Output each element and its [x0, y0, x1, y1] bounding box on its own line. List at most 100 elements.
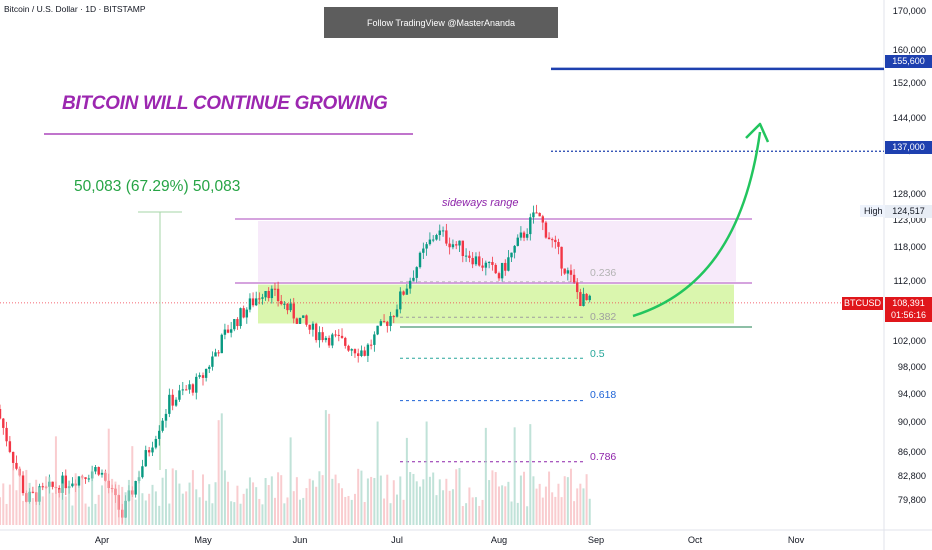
candle-body [435, 235, 438, 240]
candle-body [84, 477, 87, 479]
fib-label-0382: 0.382 [590, 311, 617, 323]
candle-body [151, 447, 154, 453]
symbol-title: Bitcoin / U.S. Dollar · 1D · BITSTAMP [4, 4, 146, 14]
volume-bar [22, 500, 25, 525]
candle-body [344, 337, 347, 346]
volume-bar [386, 474, 389, 525]
candle-body [572, 274, 576, 283]
candle-body [535, 212, 538, 214]
candle-body [585, 293, 588, 301]
volume-bar [308, 478, 311, 525]
volume-bar [168, 503, 171, 525]
candle-body [353, 349, 357, 354]
volume-bar [77, 487, 80, 525]
candle-body [550, 239, 554, 241]
volume-bar [579, 483, 582, 525]
volume-bar [134, 499, 137, 525]
volume-bar [344, 496, 347, 525]
volume-bar [214, 482, 217, 525]
candle-body [327, 337, 331, 346]
volume-bar [481, 499, 484, 525]
candle-body [77, 476, 81, 486]
candle-body [184, 389, 188, 391]
volume-bar [504, 486, 507, 525]
ath-badge: 124,517 [885, 205, 932, 218]
x-tick-sep: Sep [587, 535, 605, 545]
candle-body [554, 239, 557, 243]
volume-bar [208, 484, 211, 525]
volume-bar [28, 482, 31, 525]
volume-bar [255, 487, 258, 525]
candle-body [497, 273, 501, 279]
volume-bar [445, 478, 448, 525]
candle-body [181, 389, 184, 391]
measure-label: 50,083 (67.29%) 50,083 [74, 178, 241, 195]
candle-body [386, 321, 389, 326]
volume-bar [419, 486, 422, 525]
last-price-badge: 108,391 [885, 297, 932, 310]
volume-bar [94, 503, 97, 525]
volume-bar [217, 420, 220, 525]
volume-bar [289, 437, 292, 525]
candle-body [242, 308, 245, 318]
candle-body [547, 237, 551, 240]
candle-body [311, 323, 315, 330]
volume-bar [402, 499, 405, 525]
volume-bar [2, 483, 5, 525]
volume-bar [61, 483, 64, 525]
volume-bar [415, 481, 418, 525]
volume-bar [97, 494, 100, 525]
candle-body [251, 298, 255, 306]
candle-body [347, 345, 350, 351]
candle-body [168, 394, 171, 414]
candle-body [478, 256, 481, 266]
candle-body [171, 394, 174, 406]
candle-body [302, 315, 305, 318]
x-tick-jun: Jun [292, 535, 308, 545]
candle-body [245, 309, 249, 318]
volume-bar [458, 468, 461, 525]
candle-body [0, 408, 2, 419]
volume-bar [315, 486, 318, 525]
y-tick-3: 144,000 [892, 113, 926, 123]
candle-body [321, 332, 324, 341]
volume-bar [242, 493, 245, 525]
candle-body [334, 334, 337, 336]
volume-bar [245, 488, 248, 525]
volume-bar [438, 479, 441, 525]
volume-bar [484, 427, 487, 525]
follow-banner[interactable]: Follow TradingView @MasterAnanda [324, 7, 558, 38]
countdown-badge: 01:56:16 [885, 309, 932, 322]
volume-bar [532, 476, 535, 525]
candle-body [363, 350, 366, 356]
volume-bar [185, 491, 188, 525]
candle-body [418, 252, 422, 268]
candle-body [11, 451, 15, 463]
candle-body [487, 262, 491, 264]
candle-body [532, 212, 535, 218]
candle-body [405, 288, 409, 295]
candle-body [373, 334, 376, 345]
fib-label-05: 0.5 [590, 348, 605, 360]
y-tick-0: 170,000 [892, 5, 926, 16]
volume-bar [544, 486, 547, 525]
volume-bar [474, 497, 477, 525]
volume-bar [12, 468, 15, 525]
candle-body [239, 308, 242, 327]
volume-bar [175, 470, 178, 525]
candle-body [158, 430, 161, 439]
candle-body [369, 344, 373, 346]
y-tick-1: 160,000 [892, 44, 926, 55]
projection-arrowhead [745, 122, 770, 143]
volume-bar [277, 472, 280, 525]
candle-body [214, 352, 217, 357]
volume-bar [396, 494, 398, 525]
y-tick-11: 98,000 [897, 362, 926, 373]
volume-bar [5, 503, 8, 525]
candle-body [71, 483, 74, 487]
x-tick-nov: Nov [787, 535, 805, 545]
candle-body [408, 280, 412, 289]
y-tick-10: 102,000 [892, 336, 926, 347]
